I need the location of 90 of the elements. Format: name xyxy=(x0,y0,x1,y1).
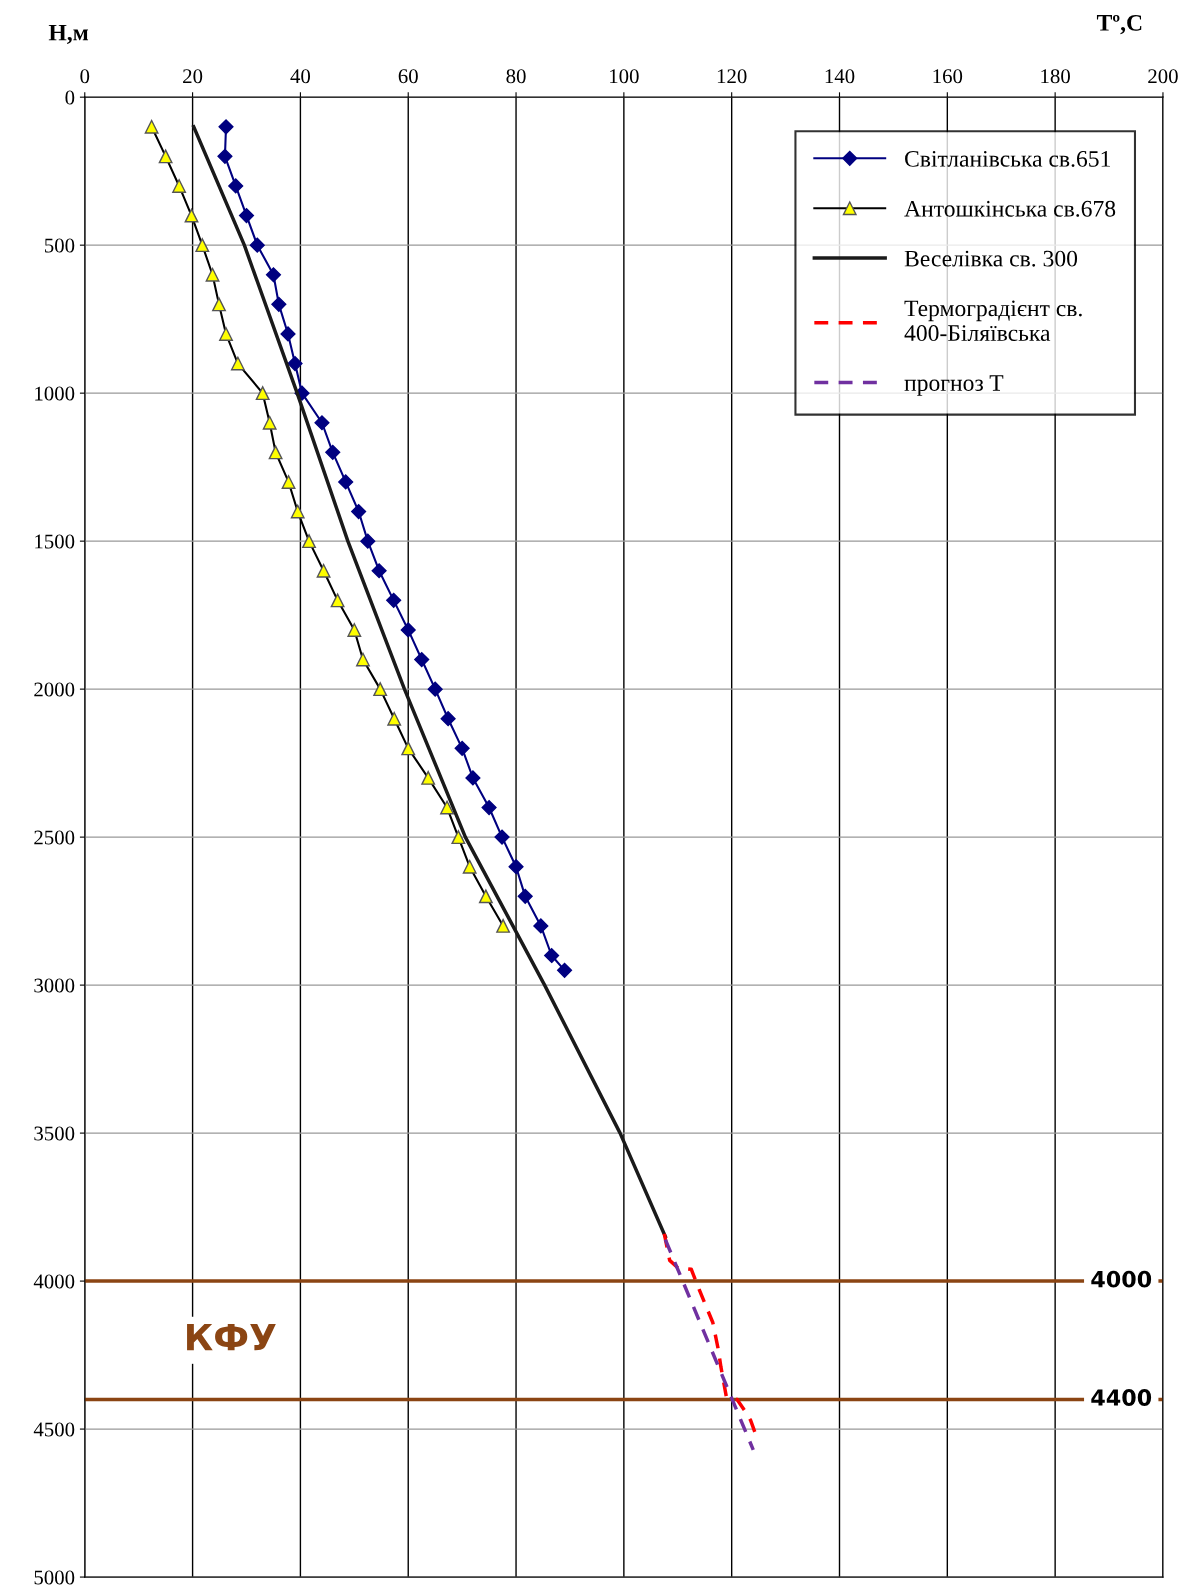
x-tick-label: 100 xyxy=(610,69,639,84)
y-tick-label: 5000 xyxy=(34,1570,75,1585)
point xyxy=(228,178,244,194)
point xyxy=(338,474,354,490)
point xyxy=(421,770,436,785)
x-tick-label: 160 xyxy=(933,69,963,84)
point xyxy=(508,859,524,875)
point xyxy=(496,918,511,933)
point xyxy=(195,238,210,253)
y-tick-label: 1500 xyxy=(35,534,75,549)
legend-label: Антошкінська св.678 xyxy=(904,200,1116,217)
y-tick-label: 2500 xyxy=(34,830,75,845)
point xyxy=(427,681,443,697)
point xyxy=(219,327,233,341)
point xyxy=(454,740,470,756)
point xyxy=(478,889,493,904)
point xyxy=(533,918,549,934)
point xyxy=(451,830,466,845)
point xyxy=(218,119,234,135)
point xyxy=(302,534,316,549)
point xyxy=(230,356,245,371)
legend-label: Світланівська св.651 xyxy=(905,150,1110,167)
point xyxy=(249,237,265,253)
x-tick-label: 180 xyxy=(1041,69,1070,84)
point xyxy=(347,622,362,637)
x-tick-label: 0 xyxy=(80,69,90,84)
y-tick-label: 4000 xyxy=(33,1274,75,1289)
ref-line-label: 4000 xyxy=(1091,1270,1152,1288)
x-tick-label: 80 xyxy=(506,69,526,84)
point xyxy=(462,859,477,874)
legend-label: Термоградієнт св. 400-Біляївська xyxy=(904,300,1082,342)
point xyxy=(440,711,456,727)
y-tick-label: 1000 xyxy=(35,386,75,401)
x-tick-label: 120 xyxy=(717,69,747,84)
point xyxy=(280,326,296,342)
x-tick-label: 60 xyxy=(398,69,418,84)
point xyxy=(268,445,283,460)
point xyxy=(184,208,199,223)
y-tick-label: 3000 xyxy=(34,978,75,993)
y-tick-label: 500 xyxy=(45,238,75,253)
point xyxy=(172,179,187,193)
ref-line-label: 4400 xyxy=(1091,1389,1152,1406)
y-axis-title: Н,м xyxy=(48,24,89,44)
point xyxy=(281,475,296,489)
point xyxy=(325,444,341,460)
point xyxy=(255,386,270,401)
legend-label: Веселівка св. 300 xyxy=(904,250,1078,267)
x-tick-label: 20 xyxy=(183,69,203,84)
point xyxy=(212,297,226,312)
point xyxy=(262,415,277,430)
point xyxy=(373,682,388,697)
x-tick-label: 140 xyxy=(825,69,855,84)
point xyxy=(414,651,430,668)
point xyxy=(217,148,233,164)
legend-label: прогноз T xyxy=(904,375,1004,396)
point xyxy=(544,947,560,964)
y-tick-label: 2000 xyxy=(34,682,75,697)
point xyxy=(371,563,387,579)
point xyxy=(316,563,331,578)
point xyxy=(556,962,573,978)
point xyxy=(355,652,370,667)
point xyxy=(494,829,510,845)
point xyxy=(205,267,220,282)
y-tick-label: 0 xyxy=(65,90,75,105)
point xyxy=(238,207,255,224)
y-tick-label: 3500 xyxy=(34,1126,75,1141)
y-tick-label: 4500 xyxy=(33,1422,75,1437)
point xyxy=(440,800,454,815)
point xyxy=(386,592,402,608)
point xyxy=(401,741,416,756)
point xyxy=(158,149,173,164)
x-tick-label: 40 xyxy=(290,69,311,84)
point xyxy=(271,296,287,312)
point xyxy=(387,711,402,726)
point xyxy=(400,622,416,638)
point xyxy=(144,119,159,134)
point xyxy=(290,504,305,519)
annotation: КФУ xyxy=(187,1323,276,1351)
x-axis-title: Tº,C xyxy=(1096,14,1142,35)
point xyxy=(465,770,481,786)
x-tick-label: 200 xyxy=(1148,69,1178,84)
point xyxy=(314,415,330,431)
point xyxy=(287,355,303,372)
point xyxy=(330,593,345,608)
point xyxy=(360,533,376,549)
line-series xyxy=(191,125,668,1239)
point xyxy=(265,267,282,283)
point xyxy=(351,503,367,520)
point xyxy=(481,799,497,816)
point xyxy=(517,888,533,904)
